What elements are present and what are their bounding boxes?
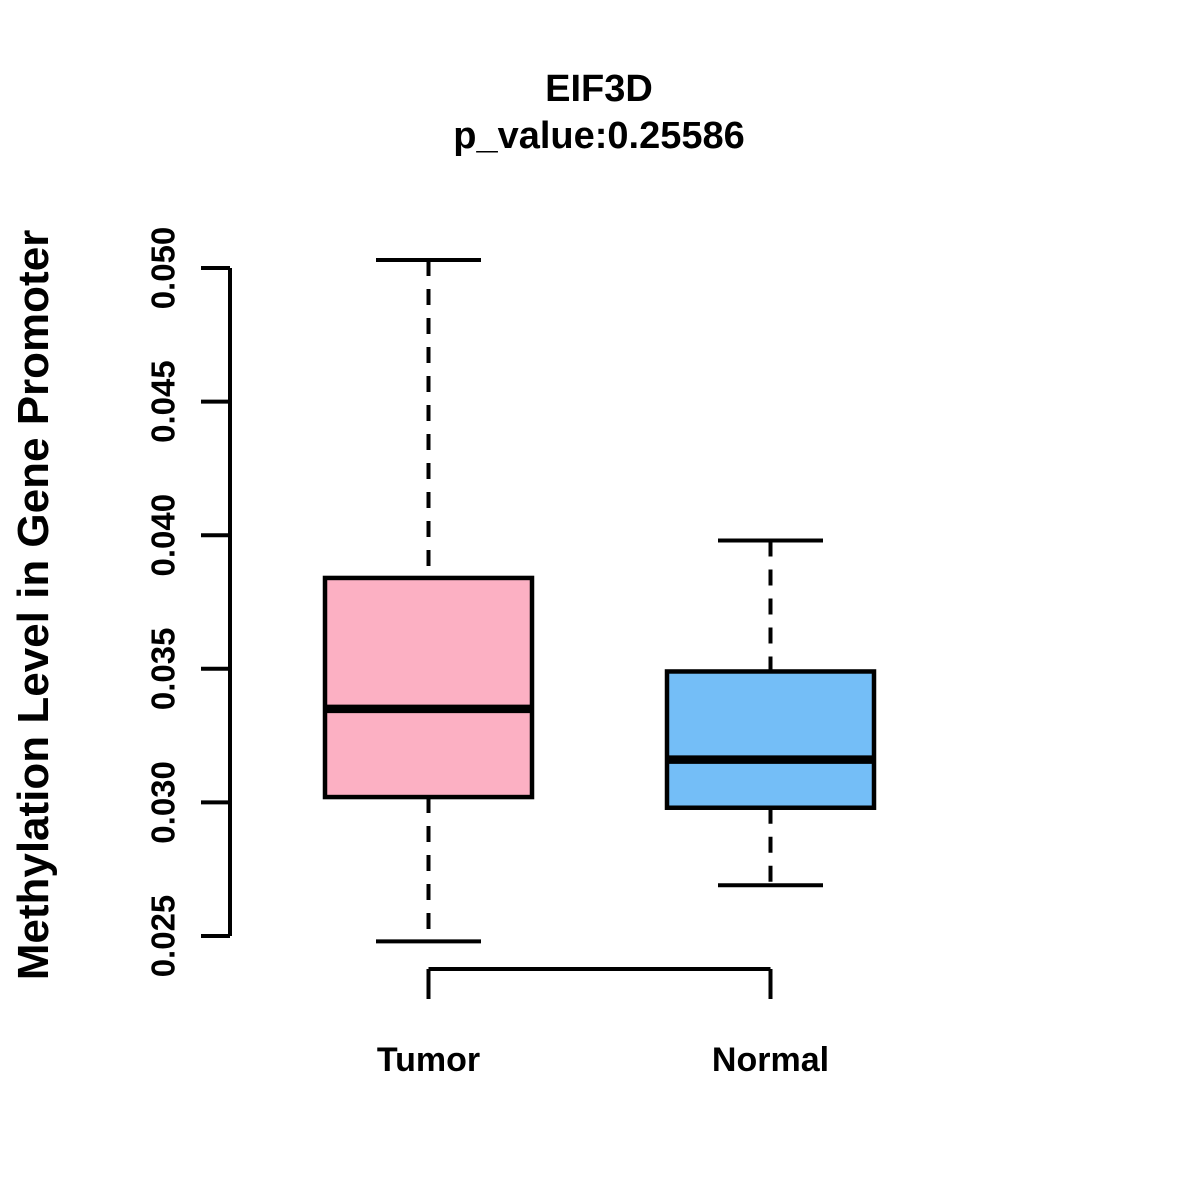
y-axis-tick-label: 0.025: [145, 895, 182, 978]
y-axis-tick-label: 0.050: [145, 227, 182, 310]
y-axis-tick-label: 0.045: [145, 360, 182, 443]
normal-box: [664, 669, 877, 810]
y-axis-tick-label: 0.040: [145, 494, 182, 577]
x-axis-category-label-normal: Normal: [712, 1041, 829, 1079]
chart-subtitle: p_value:0.25586: [453, 114, 745, 157]
tumor-box: [322, 575, 535, 800]
y-axis-tick-label: 0.035: [145, 628, 182, 711]
chart-title-block: EIF3D p_value:0.25586: [453, 66, 745, 159]
y-axis-tick-label: 0.030: [145, 761, 182, 844]
x-axis-category-label-tumor: Tumor: [377, 1041, 480, 1079]
chart-title: EIF3D: [545, 68, 653, 110]
